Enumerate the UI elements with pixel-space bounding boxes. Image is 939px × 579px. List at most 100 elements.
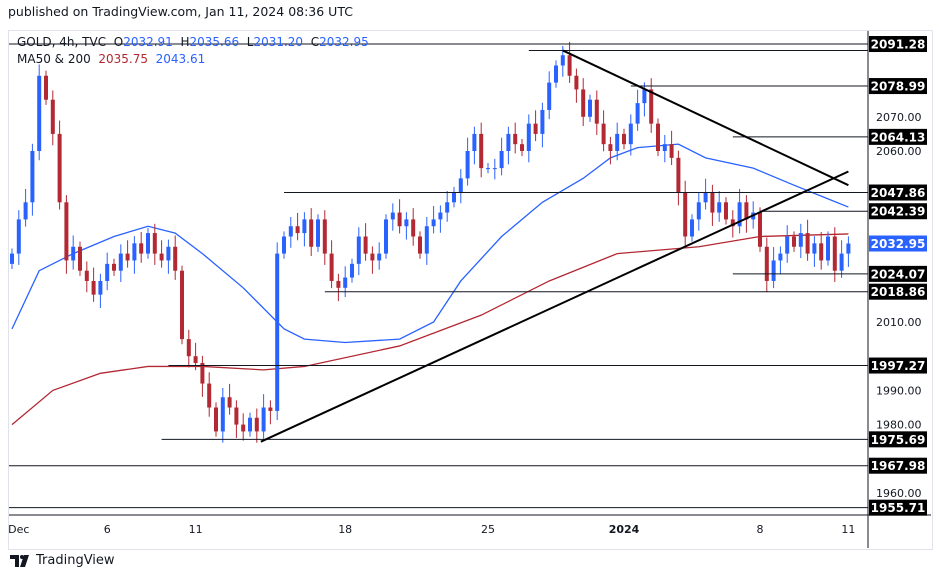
candle-body [778, 253, 783, 261]
candle [696, 193, 701, 231]
candle [397, 199, 402, 234]
candle-body [649, 89, 654, 124]
candle-body [499, 151, 504, 169]
candle [30, 143, 35, 216]
candle [343, 266, 348, 298]
candle-body [628, 123, 633, 145]
candle [703, 178, 708, 210]
candle [302, 212, 307, 247]
candle-body [662, 144, 667, 151]
candle [370, 246, 375, 274]
last-price-label-bg [869, 235, 927, 252]
candle [635, 89, 640, 131]
candle-body [50, 99, 55, 134]
candle [322, 210, 327, 265]
level-price-label: 1975.69 [871, 433, 926, 447]
candle-body [526, 123, 531, 151]
level-label-bg [869, 203, 927, 220]
price-tick-label: 1990.00 [876, 384, 922, 397]
candle-body [282, 236, 286, 254]
candle-body [98, 280, 103, 295]
candle-body [533, 123, 538, 134]
symbol-label: GOLD, 4h, TVC [17, 35, 107, 49]
high-value: 2035.66 [189, 35, 240, 49]
low-value: 2031.20 [253, 35, 304, 49]
chart-frame[interactable] [8, 30, 933, 550]
candle-body [125, 253, 130, 261]
level-price-label: 2024.07 [871, 267, 926, 281]
candle [764, 237, 769, 293]
candle-body [601, 123, 606, 145]
candle-body [554, 65, 558, 83]
candle [384, 214, 388, 259]
candle-body [159, 253, 164, 261]
level-price-label: 1955.71 [871, 501, 926, 515]
level-price-label: 1967.98 [871, 459, 926, 473]
candle-body [384, 219, 388, 254]
candle-body [717, 202, 722, 213]
price-tick-label: 2060.00 [876, 145, 922, 158]
tradingview-logo[interactable]: TradingView [10, 553, 115, 568]
candle [84, 261, 89, 293]
candle [424, 217, 429, 265]
candle-body [710, 192, 715, 213]
candle [118, 244, 123, 282]
candle-body [316, 219, 320, 247]
ma200-line [11, 233, 849, 426]
candle-body [676, 157, 681, 193]
candle [261, 394, 266, 439]
low-label: L [246, 35, 254, 49]
candle-body [363, 236, 368, 254]
candle-body [764, 246, 769, 281]
candle [628, 114, 633, 156]
candle-body [819, 243, 824, 261]
ma50-value: 2043.61 [155, 52, 206, 66]
candle [288, 217, 293, 248]
candle-body [465, 151, 470, 179]
candle-body [302, 219, 307, 234]
candle [91, 267, 96, 302]
last-price-label: 2032.95 [871, 237, 926, 251]
candle-body [275, 253, 280, 411]
candle [758, 207, 762, 252]
candle [377, 242, 382, 270]
time-tick-label: 6 [104, 523, 111, 536]
high-label: H [180, 35, 190, 49]
candle-body [322, 219, 327, 254]
candle-body [91, 280, 96, 295]
candle [64, 195, 69, 274]
time-tick-label: 2024 [609, 523, 640, 536]
candle-body [288, 226, 293, 237]
time-tick-label: 8 [757, 523, 764, 536]
candle [16, 210, 21, 265]
candle-body [479, 133, 484, 169]
candle [717, 191, 722, 222]
candle-body [261, 407, 266, 432]
candle [146, 227, 150, 259]
candle-body [574, 75, 579, 90]
candle-body [438, 212, 443, 220]
candle [316, 214, 320, 252]
level-label-bg [869, 78, 927, 95]
candle [112, 258, 116, 276]
candle [819, 232, 824, 270]
candle-body [642, 89, 647, 104]
candle [166, 239, 171, 274]
candle-body [268, 407, 273, 411]
candle [438, 205, 443, 233]
candle [520, 139, 524, 157]
candle-body [832, 236, 837, 271]
candle [506, 126, 511, 165]
ma50-line [11, 143, 849, 344]
price-tick-label: 1980.00 [876, 419, 922, 432]
candle-body [57, 133, 62, 203]
candle-body [64, 202, 69, 261]
candle [486, 162, 490, 174]
level-label-bg [869, 36, 927, 53]
candle [180, 265, 184, 345]
candle [254, 408, 259, 443]
candle [676, 150, 681, 206]
candle [724, 197, 728, 225]
candle [785, 225, 790, 263]
